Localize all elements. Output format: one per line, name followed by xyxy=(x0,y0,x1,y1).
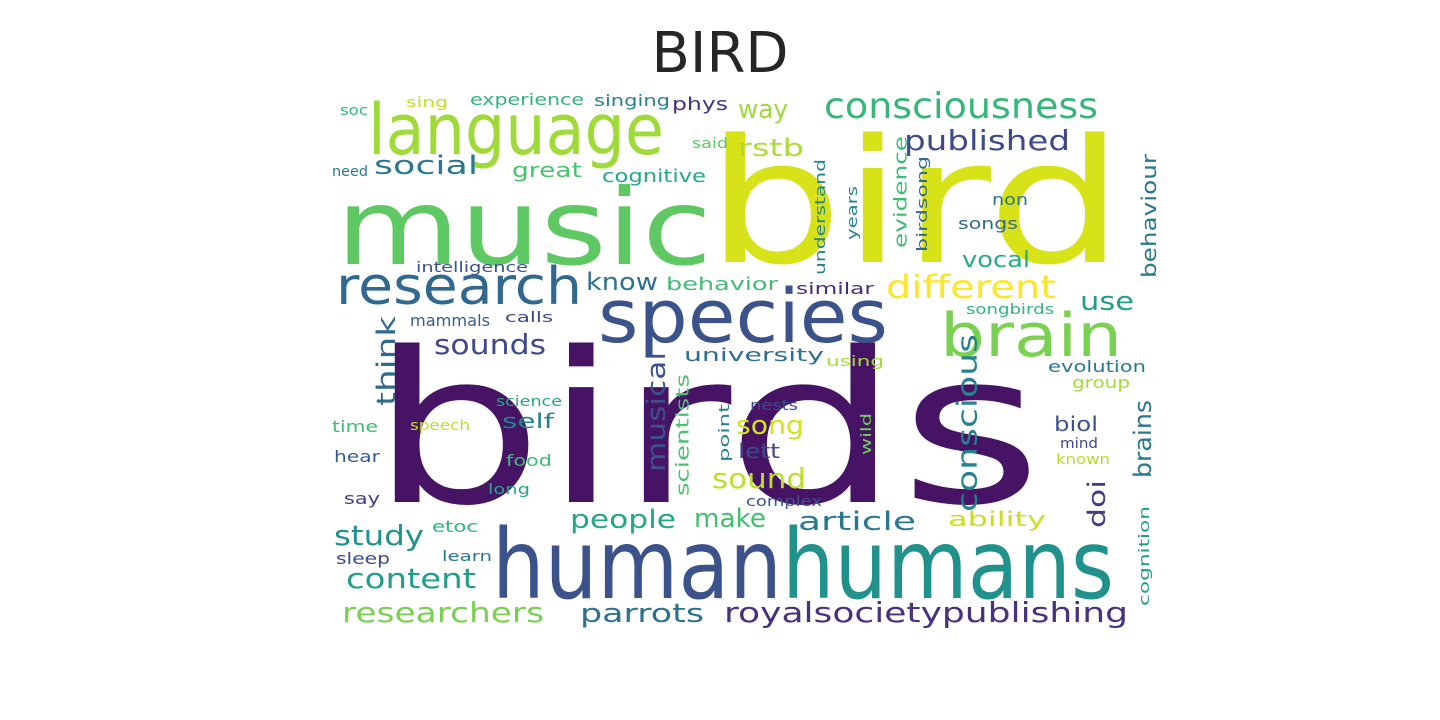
word-social: social xyxy=(374,151,478,181)
word-time: time xyxy=(332,417,378,436)
word-great: great xyxy=(512,158,582,182)
word-make: make xyxy=(694,504,766,534)
word-song: song xyxy=(736,411,804,441)
word-singing: singing xyxy=(594,91,670,110)
chart-title: BIRD xyxy=(651,21,789,86)
word-complex: complex xyxy=(746,494,822,510)
word-birdsong: birdsong xyxy=(915,156,931,252)
word-said: said xyxy=(692,136,728,152)
word-royalsocietypublishing: royalsocietypublishing xyxy=(724,596,1128,629)
word-learn: learn xyxy=(442,549,492,565)
word-species: species xyxy=(598,274,888,360)
word-evidence: evidence xyxy=(890,136,911,248)
word-wild: wild xyxy=(859,413,875,455)
word-soc: soc xyxy=(340,103,368,119)
word-phys: phys xyxy=(672,94,728,115)
word-study: study xyxy=(334,519,424,552)
word-songs: songs xyxy=(958,214,1018,233)
word-years: years xyxy=(845,186,861,240)
word-humans: humans xyxy=(782,509,1114,621)
word-cognitive: cognitive xyxy=(602,166,706,187)
word-hear: hear xyxy=(334,447,381,466)
word-cognition: cognition xyxy=(1137,506,1153,606)
word-article: article xyxy=(798,507,916,537)
word-think: think xyxy=(372,316,402,406)
word-sound: sound xyxy=(712,462,806,495)
word-birds: birds xyxy=(370,307,1042,552)
word-food: food xyxy=(506,451,552,470)
word-content: content xyxy=(346,562,476,595)
word-nests: nests xyxy=(750,398,798,414)
word-experience: experience xyxy=(470,90,584,109)
word-research: research xyxy=(336,257,582,317)
word-known: known xyxy=(1056,452,1110,468)
word-bird: bird xyxy=(706,102,1124,303)
word-need: need xyxy=(332,164,368,180)
word-group: group xyxy=(1072,373,1130,392)
word-intelligence: intelligence xyxy=(416,260,528,276)
word-researchers: researchers xyxy=(342,596,544,629)
word-biol: biol xyxy=(1054,412,1098,436)
word-rstb: rstb xyxy=(738,134,804,162)
word-similar: similar xyxy=(796,279,875,298)
word-self: self xyxy=(502,409,555,433)
word-parrots: parrots xyxy=(580,599,704,629)
word-using: using xyxy=(826,354,884,370)
word-vocal: vocal xyxy=(962,248,1030,273)
word-science: science xyxy=(496,394,562,410)
word-different: different xyxy=(886,268,1056,306)
word-use: use xyxy=(1080,287,1134,317)
word-music: music xyxy=(336,167,712,289)
word-sing: sing xyxy=(406,95,448,111)
word-behavior: behavior xyxy=(666,274,779,295)
word-point: point xyxy=(717,403,733,462)
word-say: say xyxy=(344,489,380,508)
word-people: people xyxy=(570,505,676,535)
word-human: human xyxy=(492,509,782,621)
word-lett: lett xyxy=(738,439,780,463)
word-speech: speech xyxy=(410,418,470,434)
word-behaviour: behaviour xyxy=(1137,153,1161,278)
word-brains: brains xyxy=(1129,400,1157,478)
word-consciousness: consciousness xyxy=(824,86,1098,127)
word-ability: ability xyxy=(948,507,1046,531)
word-scientists: scientists xyxy=(672,374,693,496)
word-sleep: sleep xyxy=(336,549,390,568)
word-university: university xyxy=(684,345,825,366)
word-sounds: sounds xyxy=(434,328,546,361)
word-musical: musical xyxy=(642,352,672,472)
word-non: non xyxy=(992,190,1028,209)
word-etoc: etoc xyxy=(432,517,478,536)
word-way: way xyxy=(738,95,788,125)
word-calls: calls xyxy=(505,310,553,326)
word-doi: doi xyxy=(1083,480,1111,528)
word-brain: brain xyxy=(940,301,1122,371)
word-language: language xyxy=(368,89,664,171)
word-songbirds: songbirds xyxy=(966,302,1054,318)
word-mammals: mammals xyxy=(410,311,490,330)
word-know: know xyxy=(586,268,658,296)
word-published: published xyxy=(904,124,1070,157)
word-long: long xyxy=(488,482,530,498)
word-mind: mind xyxy=(1060,436,1098,452)
word-understand: understand xyxy=(813,159,829,275)
word-evolution: evolution xyxy=(1048,357,1146,376)
word-conscious: conscious xyxy=(950,334,983,512)
